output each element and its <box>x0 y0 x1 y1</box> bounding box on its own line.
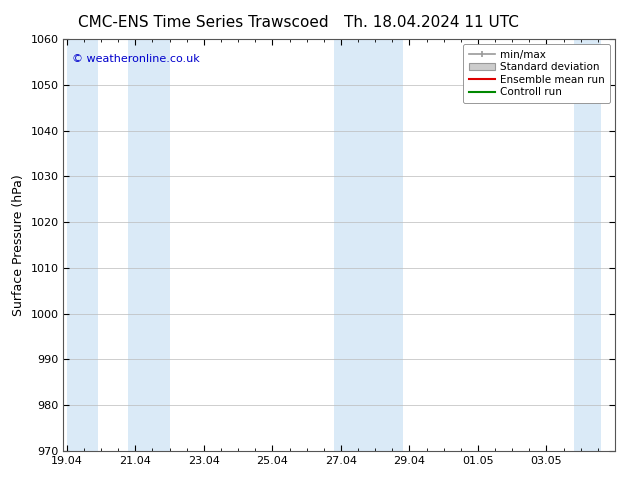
Y-axis label: Surface Pressure (hPa): Surface Pressure (hPa) <box>12 174 25 316</box>
Legend: min/max, Standard deviation, Ensemble mean run, Controll run: min/max, Standard deviation, Ensemble me… <box>463 45 610 102</box>
Bar <box>67 39 98 451</box>
Text: © weatheronline.co.uk: © weatheronline.co.uk <box>72 53 200 64</box>
Bar <box>574 39 601 451</box>
Bar <box>129 39 170 451</box>
Text: CMC-ENS Time Series Trawscoed: CMC-ENS Time Series Trawscoed <box>77 15 328 30</box>
Bar <box>334 39 403 451</box>
Text: Th. 18.04.2024 11 UTC: Th. 18.04.2024 11 UTC <box>344 15 519 30</box>
